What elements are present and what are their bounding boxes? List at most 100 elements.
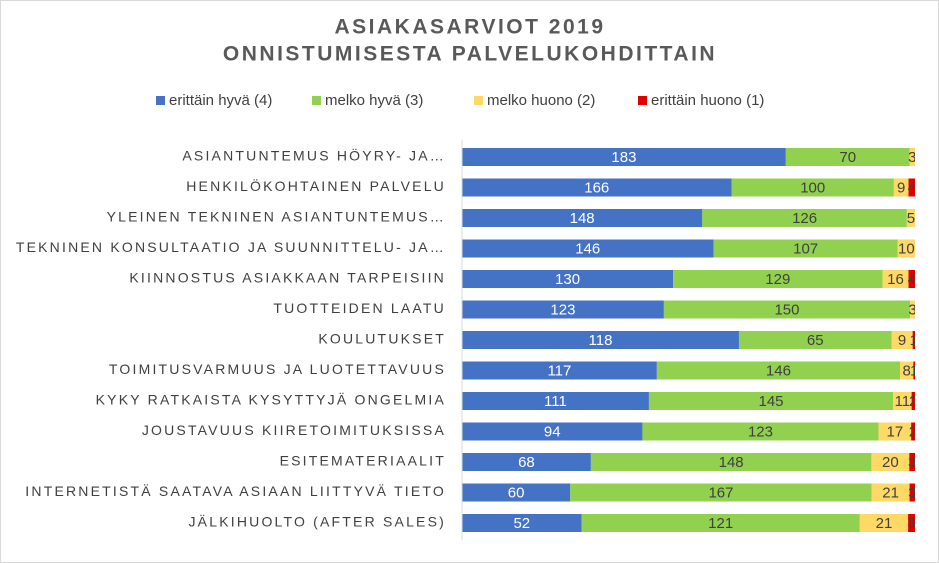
value-label: 3 [908, 301, 916, 318]
bar-segment [673, 270, 883, 288]
category-label: INTERNETISTÄ SAATAVA ASIAAN LIITTYVÄ TIE… [25, 483, 446, 499]
category-label: YLEINEN TEKNINEN ASIANTUNTEMUS… [107, 209, 446, 225]
bar-segment [908, 178, 915, 197]
value-label: 20 [882, 454, 899, 471]
value-label: 166 [584, 179, 609, 196]
bar-segment [913, 361, 915, 380]
legend-label: erittäin huono (1) [651, 92, 764, 109]
bar-segment [908, 270, 915, 288]
bar-segment [462, 209, 703, 227]
category-label: JOUSTAVUUS KIIRETOIMITUKSISSA [142, 422, 446, 438]
value-label: 4 [908, 179, 916, 196]
bar-segment [462, 270, 674, 288]
bar-segment [462, 422, 643, 441]
value-label: 4 [908, 271, 916, 288]
legend-label: melko huono (2) [487, 92, 595, 109]
value-label: 21 [882, 484, 899, 501]
bar-segment [462, 331, 739, 349]
value-label: 9 [897, 179, 905, 196]
value-label: 3 [908, 454, 916, 471]
value-label: 8 [903, 362, 911, 379]
value-label: 129 [765, 271, 790, 288]
bar-segment [909, 148, 915, 166]
bar-segment [570, 483, 872, 502]
bar-segment [871, 453, 910, 471]
value-label: 65 [807, 332, 824, 349]
legend-swatch [312, 96, 321, 105]
value-label: 1 [910, 332, 918, 349]
value-label: 52 [513, 515, 530, 532]
value-label: 68 [518, 454, 535, 471]
value-label: 10 [898, 240, 915, 257]
value-label: 123 [748, 423, 773, 440]
chart-title: ONNISTUMISESTA PALVELUKOHDITTAIN [223, 43, 717, 66]
bar-segment [702, 209, 907, 227]
value-label: 150 [774, 301, 799, 318]
legend-swatch [474, 96, 483, 105]
value-label: 1 [910, 362, 918, 379]
value-label: 2 [909, 393, 917, 410]
value-label: 2 [909, 423, 917, 440]
bar-segment [462, 300, 664, 319]
bar-segment [581, 514, 860, 532]
bar-segment [893, 392, 912, 410]
bar-segment [911, 392, 915, 410]
value-label: 148 [570, 210, 595, 227]
bar-segment [738, 331, 892, 349]
bar-segment [882, 270, 909, 288]
bar-segment [893, 178, 909, 197]
value-label: 16 [887, 271, 904, 288]
category-label: TUOTTEIDEN LAATU [273, 300, 446, 316]
category-label: TOIMITUSVARMUUS JA LUOTETTAVUUS [109, 361, 446, 377]
category-label: JÄLKIHUOLTO (AFTER SALES) [188, 514, 446, 530]
value-label: 183 [611, 149, 636, 166]
chart-title: ASIAKASARVIOT 2019 [334, 16, 605, 39]
bar-segment [462, 453, 591, 471]
value-label: 123 [550, 301, 575, 318]
legend-label: erittäin hyvä (4) [169, 92, 272, 109]
value-label: 11 [895, 393, 911, 410]
bar-segment [871, 483, 910, 502]
bar-segment [909, 483, 915, 502]
value-label: 3 [908, 484, 916, 501]
value-label: 107 [793, 240, 818, 257]
category-label: KIINNOSTUS ASIAKKAAN TARPEISIIN [129, 270, 446, 286]
value-label: 118 [589, 332, 613, 349]
bar-segment [663, 300, 911, 319]
bar-segment [462, 483, 571, 502]
category-label: ASIANTUNTEMUS HÖYRY- JA… [182, 147, 446, 164]
legend-swatch [156, 96, 165, 105]
category-label: KOULUTUKSET [318, 331, 446, 347]
value-label: 117 [547, 362, 571, 379]
value-label: 17 [887, 423, 904, 440]
value-label: 3 [907, 515, 915, 532]
value-label: 21 [876, 515, 893, 532]
category-label: TEKNINEN KONSULTAATIO JA SUUNNITTELU- JA… [16, 239, 446, 255]
value-label: 126 [792, 210, 817, 227]
bar-segment [906, 209, 915, 227]
bar-segment [900, 361, 914, 380]
value-label: 111 [544, 393, 567, 410]
bar-segment [713, 239, 898, 258]
bar-segment [462, 392, 649, 410]
bar-segment [785, 148, 910, 166]
value-label: 121 [708, 515, 733, 532]
bar-segment [731, 178, 894, 197]
bar-segment [462, 148, 786, 166]
bar-segment [462, 514, 582, 532]
value-label: 146 [766, 362, 791, 379]
bar-segment [910, 300, 915, 319]
value-label: 94 [544, 423, 561, 440]
bar-segment [912, 331, 915, 349]
value-label: 3 [908, 149, 916, 166]
value-label: 5 [907, 210, 915, 227]
legend-label: melko hyvä (3) [325, 92, 423, 109]
value-label: 148 [719, 454, 744, 471]
value-label: 145 [759, 393, 784, 410]
value-label: 60 [508, 484, 525, 501]
category-label: ESITEMATERIAALIT [280, 453, 446, 469]
bar-segment [908, 514, 915, 532]
value-label: 130 [555, 271, 580, 288]
